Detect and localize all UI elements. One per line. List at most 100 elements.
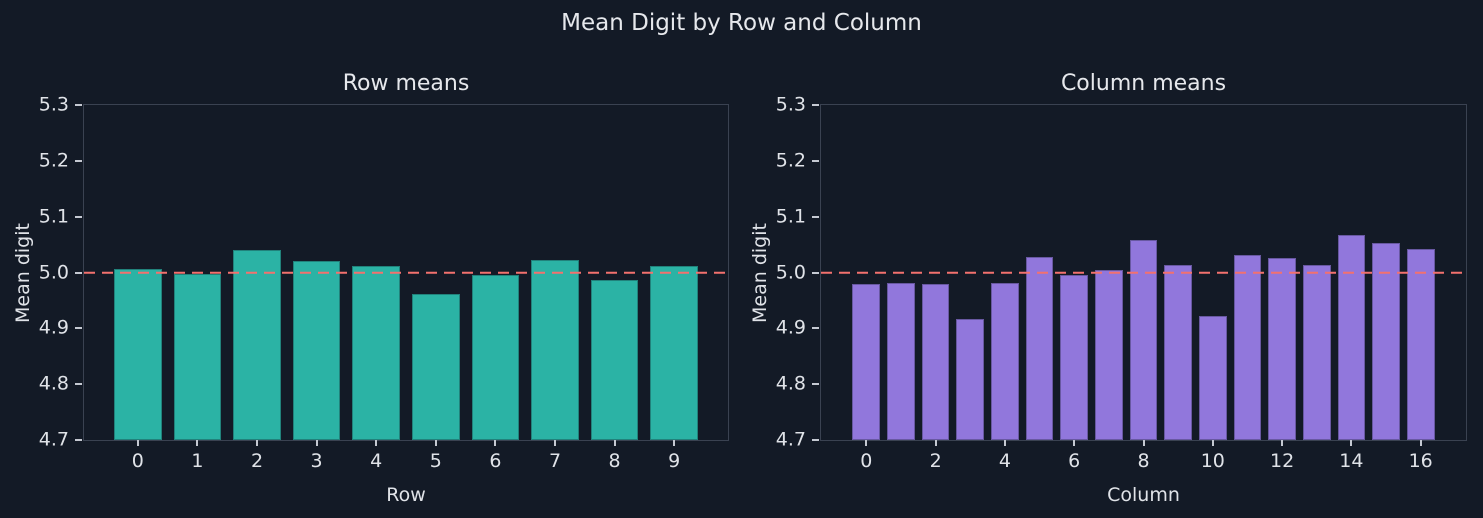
x-tick-mark — [613, 440, 616, 446]
bar-row-6 — [471, 274, 520, 440]
x-tick-label: 4 — [998, 450, 1011, 472]
mean-reference-line — [84, 271, 728, 274]
x-tick-mark — [315, 440, 318, 446]
row-means-chart: Row means Mean digit Row 4.7 4.8 4.9 5.0 5.1… — [12, 71, 729, 506]
x-tick-mark — [136, 440, 139, 446]
x-tick-label: 0 — [860, 450, 873, 472]
y-tick-label: 4.9 — [775, 316, 806, 339]
x-tick-label: 8 — [608, 450, 621, 472]
x-tick-label: 6 — [1068, 450, 1081, 472]
bar-column-10 — [1198, 315, 1227, 440]
y-tick-mark — [75, 439, 82, 441]
x-tick-label: 9 — [668, 450, 681, 472]
x-tick-label: 3 — [310, 450, 323, 472]
bar-column-3 — [956, 319, 985, 440]
x-tick-mark — [1073, 440, 1076, 446]
y-tick-label: 5.0 — [38, 261, 69, 283]
column-chart-title: Column means — [1060, 71, 1227, 96]
bar-column-5 — [1025, 257, 1054, 440]
y-tick-mark — [812, 271, 819, 274]
column-chart-bars-layer — [821, 105, 1466, 440]
y-tick-label: 5.3 — [38, 93, 69, 116]
bar-column-1 — [887, 283, 915, 440]
bar-column-4 — [991, 282, 1019, 440]
y-tick-mark — [812, 159, 819, 162]
column-means-chart: Column means Mean digit Column 4.7 4.8 4.9… — [749, 71, 1467, 506]
x-tick-label: 10 — [1200, 450, 1225, 472]
x-tick-mark — [494, 440, 497, 446]
x-tick-label: 16 — [1408, 450, 1433, 472]
y-tick-mark — [812, 215, 819, 218]
x-tick-mark — [1003, 440, 1006, 446]
figure-title: Mean Digit by Row and Column — [561, 10, 922, 36]
y-tick-label: 5.1 — [775, 205, 806, 228]
bar-row-3 — [292, 260, 341, 440]
x-tick-mark — [865, 440, 868, 446]
x-tick-mark — [1281, 440, 1284, 446]
y-tick-label: 4.8 — [38, 372, 69, 395]
y-tick-label: 5.1 — [38, 205, 69, 228]
y-tick-mark — [812, 104, 819, 106]
x-tick-mark — [196, 440, 199, 446]
x-tick-mark — [554, 440, 556, 446]
bar-column-11 — [1233, 254, 1262, 440]
x-tick-label: 7 — [548, 450, 562, 472]
bar-column-0 — [852, 284, 881, 440]
y-tick-label: 5.0 — [775, 261, 806, 283]
x-tick-mark — [256, 440, 258, 446]
y-tick-mark — [75, 159, 82, 162]
x-tick-label: 6 — [489, 450, 502, 472]
x-tick-label: 14 — [1339, 450, 1364, 472]
bar-row-2 — [233, 249, 281, 440]
y-tick-label: 4.8 — [775, 372, 806, 395]
bar-column-16 — [1406, 249, 1435, 440]
row-chart-y-axis-label: Mean digit — [12, 222, 34, 323]
y-tick-label: 5.3 — [775, 93, 806, 116]
x-tick-label: 1 — [191, 450, 204, 472]
y-tick-mark — [75, 383, 82, 386]
y-tick-label: 5.2 — [38, 149, 69, 172]
x-tick-mark — [434, 440, 437, 446]
x-tick-mark — [1419, 440, 1422, 446]
y-tick-mark — [812, 327, 819, 330]
bar-column-12 — [1268, 257, 1296, 440]
bar-row-4 — [352, 266, 401, 440]
row-chart-bars-layer — [84, 105, 728, 440]
bar-column-14 — [1337, 234, 1366, 440]
x-tick-label: 0 — [131, 450, 144, 472]
bar-column-7 — [1094, 270, 1123, 440]
y-tick-mark — [812, 439, 819, 441]
y-tick-mark — [75, 104, 82, 106]
y-tick-mark — [75, 271, 82, 274]
column-chart-y-axis-label: Mean digit — [749, 222, 771, 323]
x-tick-label: 4 — [370, 450, 383, 472]
y-tick-mark — [812, 383, 819, 386]
x-tick-mark — [673, 440, 676, 446]
x-tick-label: 8 — [1137, 450, 1150, 472]
bar-column-9 — [1164, 264, 1192, 440]
x-tick-mark — [1142, 440, 1145, 446]
column-chart-x-axis-label: Column — [1107, 484, 1180, 506]
y-tick-label: 4.7 — [775, 428, 806, 451]
x-tick-mark — [934, 440, 937, 446]
row-chart-x-axis-label: Row — [386, 484, 426, 506]
bar-row-1 — [173, 274, 222, 440]
bar-column-8 — [1129, 239, 1158, 440]
bar-column-15 — [1372, 242, 1400, 440]
y-tick-mark — [75, 327, 82, 330]
x-tick-label: 12 — [1269, 450, 1295, 472]
row-chart-title: Row means — [342, 71, 470, 96]
bar-column-13 — [1302, 264, 1331, 440]
bar-row-8 — [590, 279, 639, 440]
bar-column-2 — [921, 283, 950, 440]
y-tick-label: 4.7 — [38, 428, 69, 451]
x-tick-label: 2 — [250, 450, 264, 472]
x-tick-mark — [1211, 440, 1214, 446]
x-tick-label: 2 — [929, 450, 942, 472]
x-tick-label: 5 — [429, 450, 442, 472]
x-tick-mark — [375, 440, 378, 446]
y-tick-mark — [75, 215, 82, 218]
x-tick-mark — [1350, 440, 1353, 446]
bar-row-5 — [411, 293, 460, 440]
